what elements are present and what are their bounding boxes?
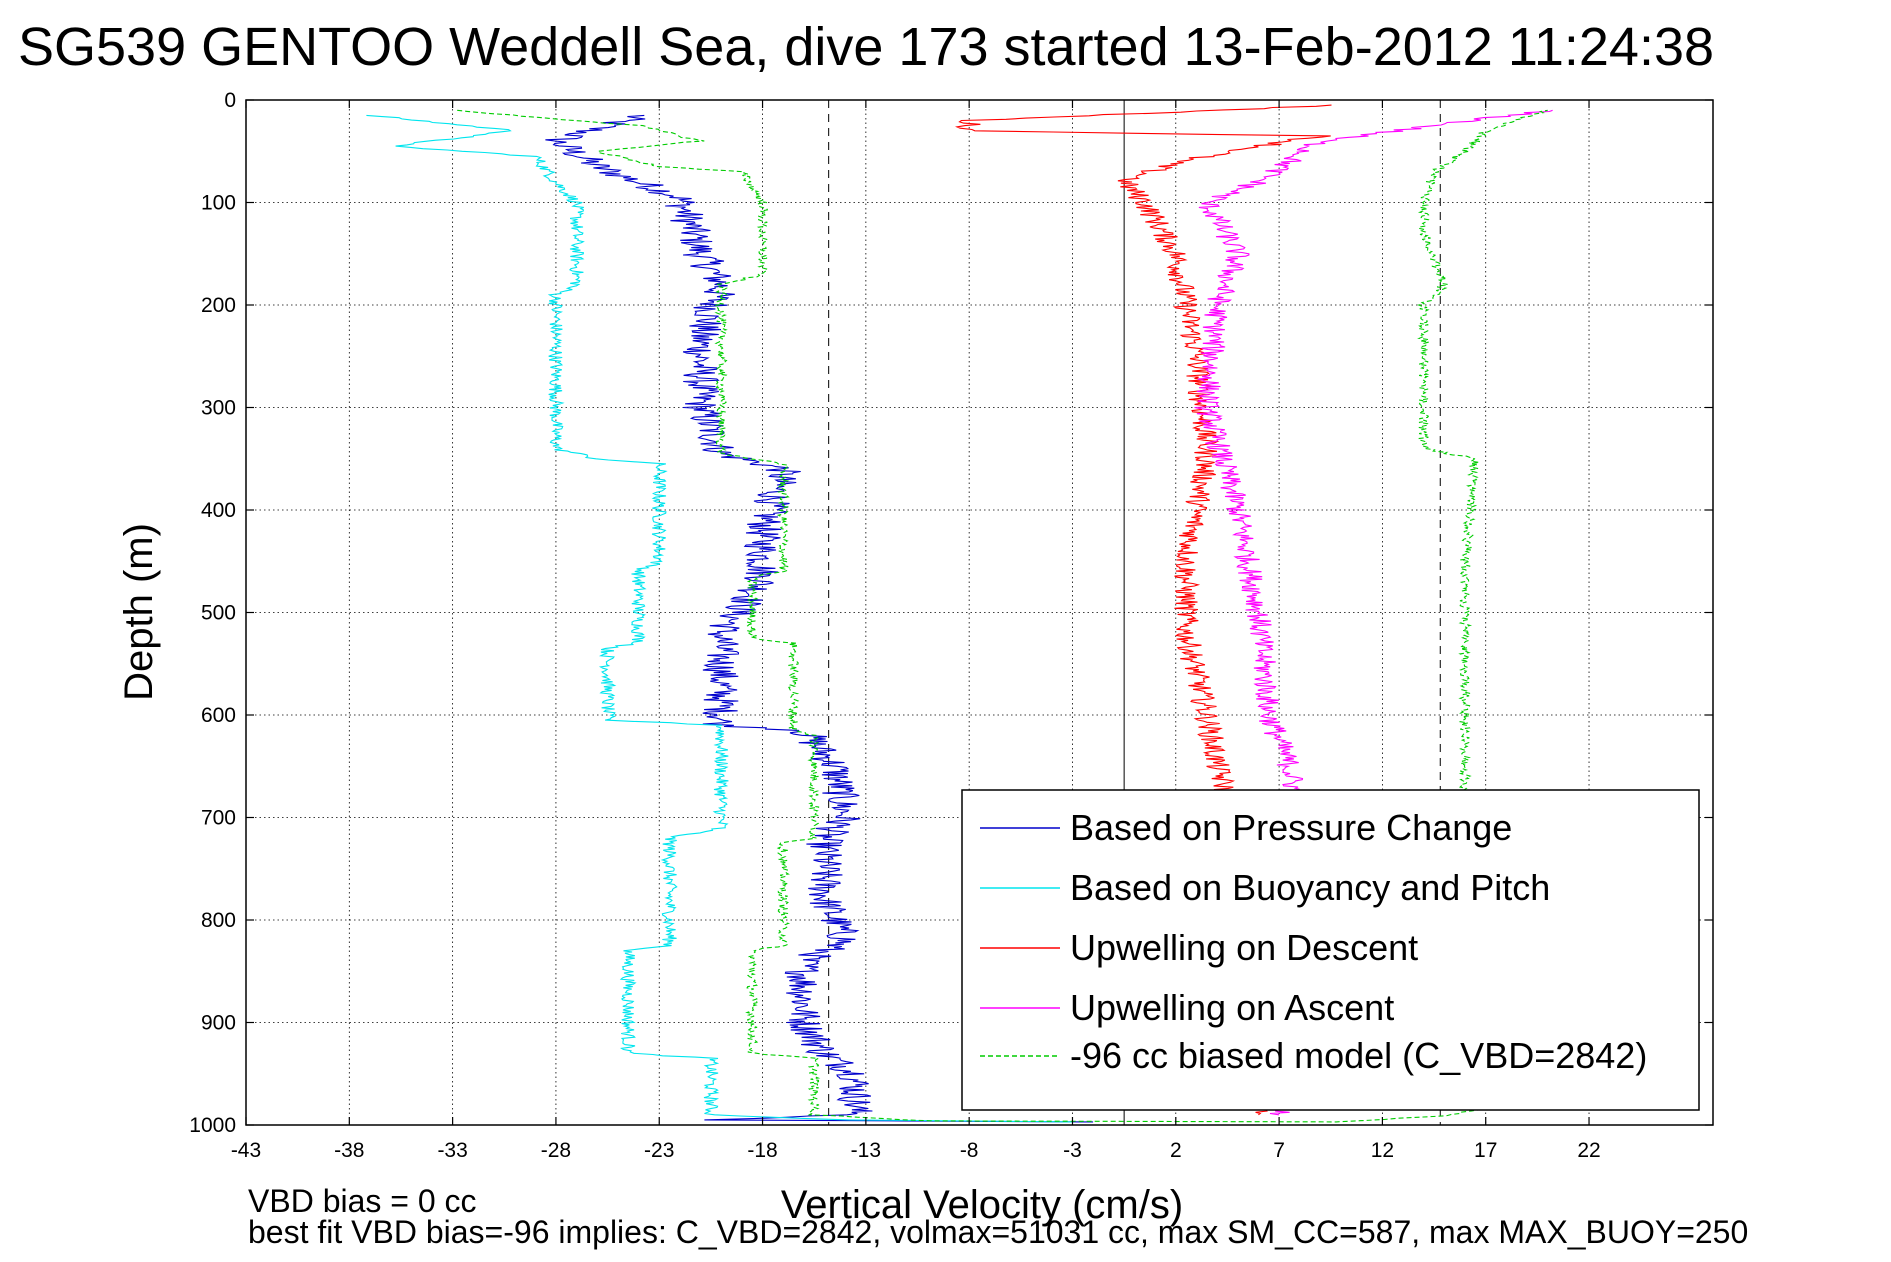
y-tick-label: 1000: [189, 1114, 236, 1137]
x-tick-label: 17: [1474, 1139, 1497, 1162]
y-tick-label: 200: [201, 294, 236, 317]
y-tick-label: 900: [201, 1012, 236, 1035]
tick-layer: -43 -38 -33 -28 -23 -18 -13 -8 -3 2 7 12 17 22 0 100 200…: [189, 89, 1713, 1162]
y-tick-label: 600: [201, 704, 236, 727]
x-tick-label: 22: [1577, 1139, 1600, 1162]
x-tick-label: -18: [747, 1139, 777, 1162]
x-tick-label: -8: [960, 1139, 979, 1162]
x-tick-label: 7: [1273, 1139, 1285, 1162]
x-tick-label: -43: [231, 1139, 261, 1162]
series-line-2: [366, 114, 1073, 1123]
y-tick-label: 500: [201, 602, 236, 625]
legend-label-2: Based on Buoyancy and Pitch: [1070, 867, 1550, 908]
footer-line-2: best fit VBD bias=-96 implies: C_VBD=284…: [248, 1214, 1748, 1250]
y-tick-label: 800: [201, 909, 236, 932]
x-tick-label: 12: [1371, 1139, 1394, 1162]
x-tick-label: -13: [851, 1139, 881, 1162]
x-tick-label: -33: [437, 1139, 467, 1162]
series-line-5: [457, 109, 1548, 1123]
y-axis-label: Depth (m): [117, 523, 161, 701]
series-line-1: [545, 114, 1094, 1123]
x-axis-label: Vertical Velocity (cm/s): [781, 1183, 1183, 1227]
x-tick-label: -28: [541, 1139, 571, 1162]
legend-box: [961, 789, 1700, 1111]
x-tick-label: -38: [334, 1139, 364, 1162]
y-tick-label: 0: [224, 89, 236, 112]
legend: Based on Pressure Change Based on Buoyanc…: [961, 789, 1700, 1111]
legend-label-3: Upwelling on Descent: [1070, 927, 1418, 968]
y-tick-label: 300: [201, 397, 236, 420]
legend-label-5: -96 cc biased model (C_VBD=2842): [1070, 1035, 1647, 1076]
y-tick-label: 700: [201, 807, 236, 830]
x-tick-label: 2: [1170, 1139, 1182, 1162]
legend-items: Based on Pressure Change Based on Buoyanc…: [980, 807, 1647, 1076]
x-tick-label: -23: [644, 1139, 674, 1162]
legend-label-1: Based on Pressure Change: [1070, 807, 1512, 848]
footer-line-1: VBD bias = 0 cc: [248, 1183, 477, 1219]
legend-label-4: Upwelling on Ascent: [1070, 987, 1394, 1028]
chart-title: SG539 GENTOO Weddell Sea, dive 173 start…: [18, 17, 1714, 77]
x-tick-label: -3: [1063, 1139, 1082, 1162]
y-tick-label: 100: [201, 192, 236, 215]
y-tick-label: 400: [201, 499, 236, 522]
